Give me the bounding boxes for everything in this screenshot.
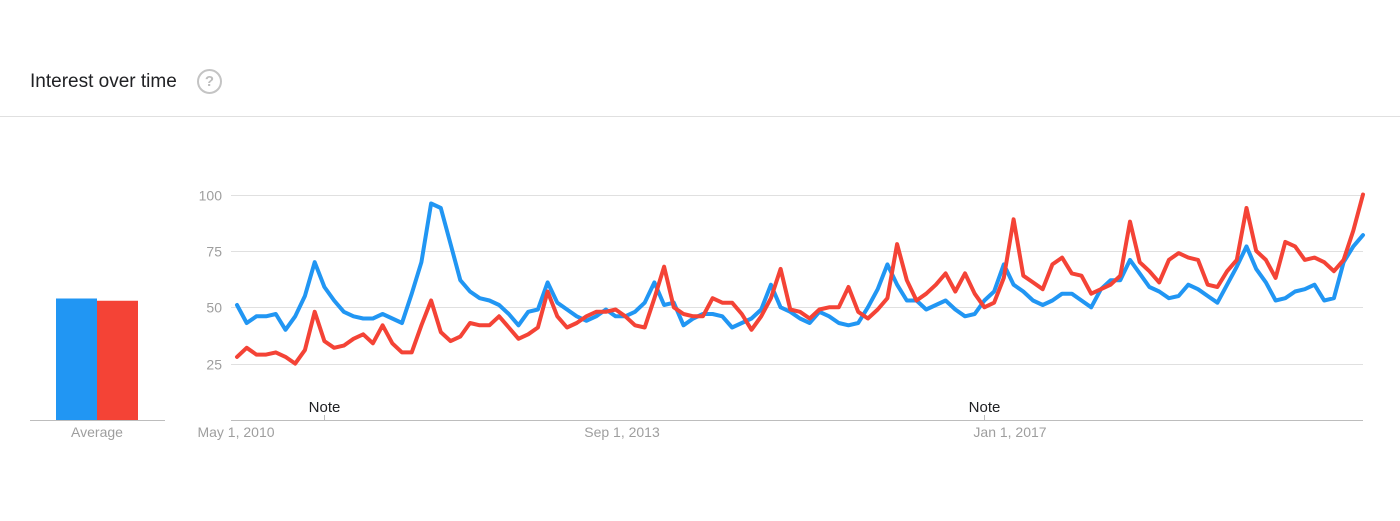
note-annotation-1[interactable]: Note <box>309 399 341 416</box>
line-series <box>235 192 1365 366</box>
y-tick-label: 50 <box>206 300 222 316</box>
page-title: Interest over time <box>30 71 177 92</box>
x-tick-label: Sep 1, 2013 <box>584 424 660 440</box>
header: Interest over time ? <box>0 0 1400 117</box>
average-label: Average <box>71 424 123 440</box>
y-tick-label: 75 <box>206 244 222 260</box>
x-tick-label: Jan 1, 2017 <box>973 424 1046 440</box>
average-bar-2[interactable] <box>97 300 138 420</box>
y-tick-label: 100 <box>199 188 223 204</box>
y-tick-label: 25 <box>206 357 222 373</box>
gridlines: 25 50 75 100 <box>199 188 1363 373</box>
note-annotation-2[interactable]: Note <box>969 399 1001 416</box>
x-tick-label: May 1, 2010 <box>197 424 274 440</box>
help-circle-icon[interactable]: ? <box>197 69 222 94</box>
interest-chart: Average 25 50 75 100 May 1, 2010 Sep 1, 2013… <box>30 188 1365 440</box>
x-axis: May 1, 2010 Sep 1, 2013 Jan 1, 2017 Note Not… <box>197 399 1363 440</box>
average-bars: Average <box>30 298 165 440</box>
series-line-1[interactable] <box>235 201 1365 332</box>
series-line-2[interactable] <box>235 192 1365 366</box>
average-bar-1[interactable] <box>56 298 97 421</box>
